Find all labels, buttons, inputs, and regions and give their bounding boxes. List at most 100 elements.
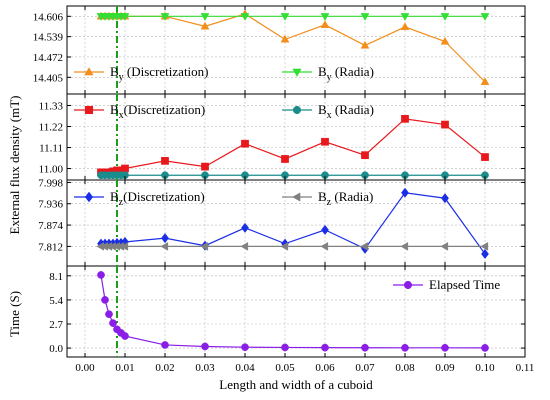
data-point-time-0 [401, 343, 409, 352]
data-point-by-1 [400, 13, 410, 21]
legend-marker [84, 105, 94, 115]
x-tick-label: 0.11 [516, 362, 535, 374]
data-point-bz-1 [200, 242, 209, 251]
y-tick-label-bz: 7.812 [38, 241, 63, 253]
data-point-by-1 [280, 13, 290, 21]
data-point-bz-0 [441, 193, 449, 204]
legend-label-bz-1: Bz (Radia) [318, 189, 373, 208]
x-tick-label: 0.04 [235, 362, 255, 374]
x-tick-label: 0.03 [195, 362, 215, 374]
legend-label-bx-0: Bx(Discretization) [110, 102, 205, 121]
y-tick-label-bx: 11.22 [39, 121, 63, 133]
data-point-bz-1 [320, 242, 329, 251]
data-point-by-1 [360, 13, 370, 21]
data-point-bx-0 [281, 155, 289, 163]
data-point-bz-1 [360, 242, 369, 251]
y-tick-label-time: 0.0 [49, 343, 63, 355]
x-tick-label: 0.00 [75, 362, 95, 374]
data-point-by-1 [200, 13, 210, 21]
data-point-by-0 [200, 21, 210, 30]
data-point-time-0 [321, 343, 329, 352]
data-point-time-0 [201, 342, 209, 351]
data-point-by-1 [320, 13, 330, 21]
data-point-time-0 [121, 332, 129, 340]
x-axis-title: Length and width of a cuboid [219, 377, 373, 392]
x-tick-label: 0.08 [395, 362, 415, 374]
data-point-bx-0 [361, 151, 369, 160]
data-point-bx-0 [121, 164, 129, 173]
legend-marker [292, 105, 302, 115]
data-point-bz-1 [280, 242, 289, 251]
data-point-by-1 [120, 13, 130, 21]
data-point-time-0 [97, 271, 105, 279]
x-tick-label: 0.01 [115, 362, 134, 374]
data-point-by-0 [440, 36, 450, 45]
data-point-bx-0 [321, 137, 329, 146]
legend-label-by-0: By (Discretization) [110, 64, 209, 83]
legend-marker [403, 280, 413, 290]
data-point-bx-0 [481, 153, 489, 161]
data-point-by-1 [240, 13, 250, 21]
data-point-time-0 [361, 343, 369, 352]
data-point-time-0 [281, 343, 289, 352]
y-tick-label-bz: 7.936 [38, 199, 63, 211]
y-tick-label-time: 2.7 [49, 319, 63, 331]
legend-marker [292, 192, 301, 202]
data-point-by-0 [480, 77, 490, 85]
data-point-bx-0 [441, 120, 449, 129]
legend-marker [292, 68, 302, 77]
x-tick-label: 0.09 [435, 362, 455, 374]
legend-label-bz-0: Bz(Discretization) [110, 189, 205, 208]
panel-frame-time [66, 265, 526, 358]
legend-marker [84, 191, 94, 203]
data-point-by-0 [360, 40, 370, 49]
legend-label-time-0: Elapsed Time [429, 277, 500, 292]
data-point-time-0 [109, 319, 117, 327]
data-point-bz-1 [240, 242, 249, 251]
data-point-by-1 [440, 13, 450, 21]
y-tick-label-bz: 7.998 [38, 177, 63, 189]
data-point-bz-1 [480, 242, 489, 251]
data-point-time-0 [105, 310, 113, 319]
data-point-bz-0 [241, 222, 249, 233]
time-axis-title: Time (S) [7, 291, 22, 337]
y-tick-label-time: 8.1 [49, 271, 63, 283]
y-tick-label-by: 14.405 [33, 72, 64, 84]
data-point-by-1 [480, 13, 490, 21]
data-point-bz-1 [440, 242, 449, 251]
data-point-by-0 [320, 20, 330, 28]
data-point-bz-0 [321, 224, 329, 235]
legend-marker [84, 67, 94, 76]
data-point-bz-1 [120, 242, 129, 251]
x-tick-label: 0.05 [275, 362, 295, 374]
y-tick-label-bz: 7.874 [38, 220, 63, 232]
data-point-by-0 [280, 34, 290, 43]
data-point-bz-1 [160, 242, 169, 251]
data-point-bz-0 [401, 187, 409, 198]
data-point-bx-0 [241, 139, 249, 148]
y-tick-label-by: 14.539 [33, 32, 64, 44]
data-point-time-0 [481, 344, 489, 352]
x-tick-label: 0.06 [315, 362, 335, 374]
data-point-by-0 [400, 22, 410, 31]
data-point-time-0 [101, 296, 109, 304]
x-tick-label: 0.10 [475, 362, 495, 374]
legend-label-by-1: By (Radia) [318, 64, 374, 83]
data-point-bz-1 [400, 242, 409, 251]
data-point-bx-0 [401, 114, 409, 123]
series-line-time-0 [100, 274, 486, 349]
x-tick-label: 0.07 [355, 362, 375, 374]
legend-label-bx-1: Bx (Radia) [318, 102, 374, 121]
x-tick-label: 0.02 [155, 362, 174, 374]
y-tick-label-bx: 11.33 [39, 100, 64, 112]
panel-frame-by [66, 5, 526, 95]
data-point-bx-0 [201, 162, 209, 171]
data-point-bz-0 [481, 248, 489, 260]
y-tick-label-by: 14.472 [33, 52, 63, 64]
y-tick-label-time: 5.4 [49, 295, 63, 307]
data-point-bx-0 [161, 157, 169, 165]
data-point-bz-0 [161, 233, 169, 244]
y-tick-label-by: 14.606 [33, 11, 64, 23]
